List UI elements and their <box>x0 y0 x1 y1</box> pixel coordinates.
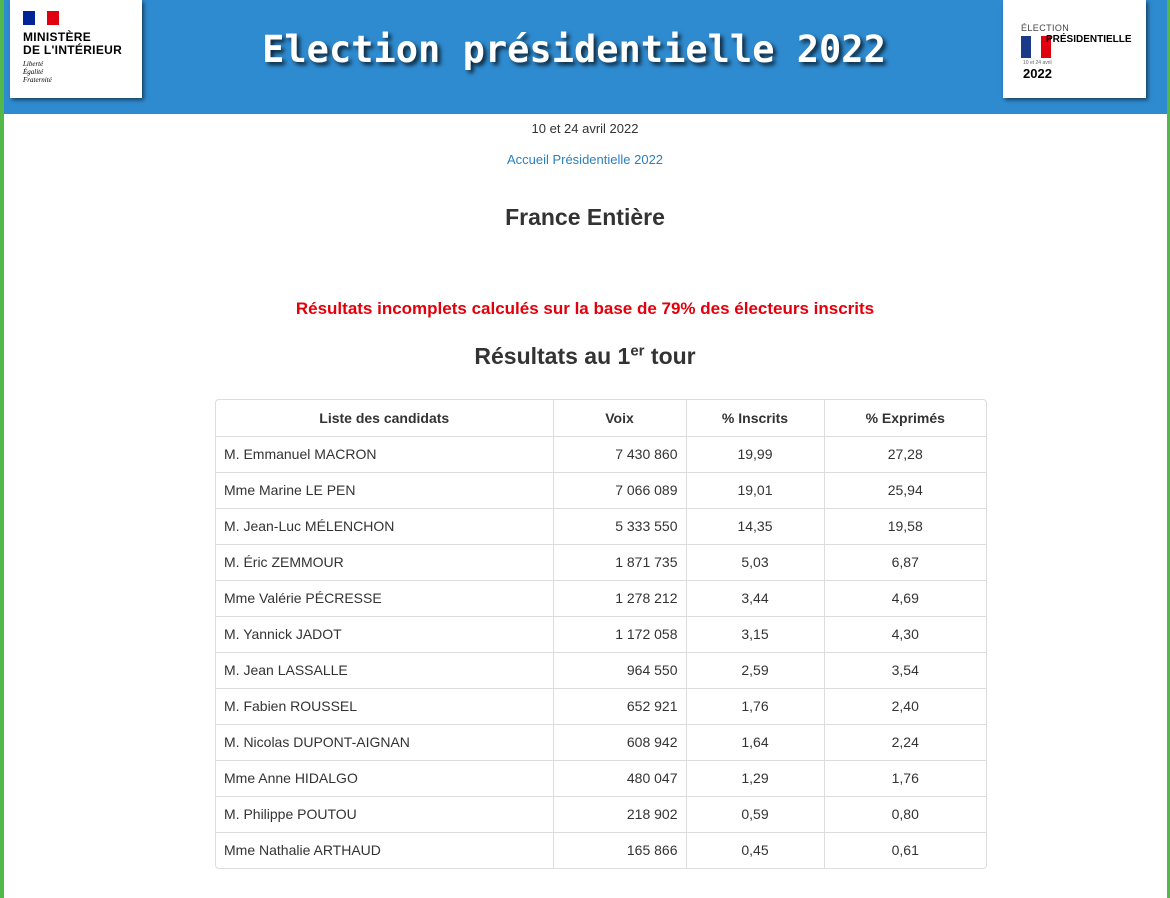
french-flag-icon <box>1021 36 1051 58</box>
ministry-name-line2: DE L'INTÉRIEUR <box>23 43 123 57</box>
round-title-pre: Résultats au 1 <box>474 343 631 369</box>
candidate-name: M. Philippe POUTOU <box>216 795 554 832</box>
ministry-name-line1: MINISTÈRE <box>23 30 92 44</box>
round-title: Résultats au 1er tour <box>0 343 1170 370</box>
candidate-votes: 608 942 <box>553 723 687 760</box>
table-header-row: Liste des candidats Voix % Inscrits % Ex… <box>216 400 986 436</box>
candidate-pct-registered: 0,59 <box>686 795 825 832</box>
candidate-name: Mme Valérie PÉCRESSE <box>216 579 554 616</box>
candidate-name: M. Jean-Luc MÉLENCHON <box>216 507 554 544</box>
ministry-logo[interactable]: MINISTÈRE DE L'INTÉRIEUR Liberté Égalité… <box>10 0 142 98</box>
table-row: Mme Nathalie ARTHAUD 165 866 0,45 0,61 <box>216 831 986 868</box>
table-row: M. Philippe POUTOU 218 902 0,59 0,80 <box>216 795 986 832</box>
candidate-votes: 1 172 058 <box>553 615 687 652</box>
candidate-name: M. Yannick JADOT <box>216 615 554 652</box>
candidate-votes: 1 278 212 <box>553 579 687 616</box>
candidate-name: Mme Nathalie ARTHAUD <box>216 831 554 868</box>
candidate-pct-registered: 19,99 <box>686 435 825 472</box>
candidate-pct-expressed: 1,76 <box>824 759 986 796</box>
candidate-votes: 5 333 550 <box>553 507 687 544</box>
election-logo-line1: ÉLECTION <box>1021 23 1070 33</box>
candidate-pct-registered: 0,45 <box>686 831 825 868</box>
candidate-pct-expressed: 0,80 <box>824 795 986 832</box>
table-row: M. Jean LASSALLE 964 550 2,59 3,54 <box>216 651 986 688</box>
incomplete-results-warning: Résultats incomplets calculés sur la bas… <box>295 299 875 318</box>
election-dates: 10 et 24 avril 2022 <box>531 121 639 136</box>
candidate-pct-expressed: 6,87 <box>824 543 986 580</box>
candidate-pct-registered: 1,64 <box>686 723 825 760</box>
candidate-pct-expressed: 0,61 <box>824 831 986 868</box>
results-table-container: Liste des candidats Voix % Inscrits % Ex… <box>215 399 987 869</box>
header-candidates: Liste des candidats <box>216 400 554 436</box>
candidate-pct-expressed: 2,40 <box>824 687 986 724</box>
candidate-votes: 652 921 <box>553 687 687 724</box>
election-logo[interactable]: ÉLECTION PRÉSIDENTIELLE 10 et 24 avril 2… <box>1003 0 1146 98</box>
home-link[interactable]: Accueil Présidentielle 2022 <box>506 152 664 167</box>
round-title-post: tour <box>644 343 696 369</box>
candidate-name: M. Nicolas DUPONT-AIGNAN <box>216 723 554 760</box>
table-row: M. Emmanuel MACRON 7 430 860 19,99 27,28 <box>216 435 986 472</box>
election-logo-year: 2022 <box>1023 66 1052 81</box>
area-title: France Entière <box>505 204 665 230</box>
motto-fraternite: Fraternité <box>23 76 52 84</box>
candidate-votes: 1 871 735 <box>553 543 687 580</box>
table-row: Mme Valérie PÉCRESSE 1 278 212 3,44 4,69 <box>216 579 986 616</box>
header-pct-registered: % Inscrits <box>686 400 825 436</box>
candidate-name: Mme Marine LE PEN <box>216 471 554 508</box>
results-table: Liste des candidats Voix % Inscrits % Ex… <box>216 400 986 868</box>
candidate-pct-registered: 1,76 <box>686 687 825 724</box>
table-row: M. Jean-Luc MÉLENCHON 5 333 550 14,35 19,58 <box>216 507 986 544</box>
table-row: M. Éric ZEMMOUR 1 871 735 5,03 6,87 <box>216 543 986 580</box>
candidate-name: M. Jean LASSALLE <box>216 651 554 688</box>
window-edge-right <box>1167 0 1170 898</box>
marianne-flag-icon <box>23 11 59 25</box>
candidate-name: M. Fabien ROUSSEL <box>216 687 554 724</box>
candidate-votes: 480 047 <box>553 759 687 796</box>
candidate-pct-expressed: 27,28 <box>824 435 986 472</box>
table-row: Mme Anne HIDALGO 480 047 1,29 1,76 <box>216 759 986 796</box>
election-logo-line2: PRÉSIDENTIELLE <box>1046 34 1132 45</box>
candidate-pct-expressed: 25,94 <box>824 471 986 508</box>
candidate-pct-expressed: 4,30 <box>824 615 986 652</box>
election-logo-dates: 10 et 24 avril <box>1023 60 1052 66</box>
candidate-pct-registered: 19,01 <box>686 471 825 508</box>
candidate-pct-registered: 2,59 <box>686 651 825 688</box>
candidate-name: M. Éric ZEMMOUR <box>216 543 554 580</box>
candidate-pct-expressed: 19,58 <box>824 507 986 544</box>
table-row: M. Yannick JADOT 1 172 058 3,15 4,30 <box>216 615 986 652</box>
candidate-votes: 218 902 <box>553 795 687 832</box>
candidate-votes: 7 066 089 <box>553 471 687 508</box>
page-title: Election présidentielle 2022 <box>262 28 886 71</box>
candidate-votes: 964 550 <box>553 651 687 688</box>
candidate-votes: 7 430 860 <box>553 435 687 472</box>
motto-liberte: Liberté <box>23 60 44 68</box>
header-pct-expressed: % Exprimés <box>865 409 945 426</box>
page-header: MINISTÈRE DE L'INTÉRIEUR Liberté Égalité… <box>4 0 1167 114</box>
round-title-sup: er <box>630 342 645 360</box>
table-row: M. Fabien ROUSSEL 652 921 1,76 2,40 <box>216 687 986 724</box>
candidate-name: M. Emmanuel MACRON <box>216 435 554 472</box>
table-row: Mme Marine LE PEN 7 066 089 19,01 25,94 <box>216 471 986 508</box>
motto-egalite: Égalité <box>23 68 44 76</box>
candidate-pct-registered: 3,15 <box>686 615 825 652</box>
candidate-pct-registered: 14,35 <box>686 507 825 544</box>
header-votes: Voix <box>553 400 687 436</box>
candidate-votes: 165 866 <box>553 831 687 868</box>
window-edge-left <box>0 0 4 898</box>
candidate-pct-registered: 1,29 <box>686 759 825 796</box>
home-link-wrapper: Accueil Présidentielle 2022 <box>0 151 1170 169</box>
table-row: M. Nicolas DUPONT-AIGNAN 608 942 1,64 2,24 <box>216 723 986 760</box>
candidate-pct-expressed: 2,24 <box>824 723 986 760</box>
candidate-pct-expressed: 4,69 <box>824 579 986 616</box>
candidate-pct-expressed: 3,54 <box>824 651 986 688</box>
candidate-name: Mme Anne HIDALGO <box>216 759 554 796</box>
candidate-pct-registered: 3,44 <box>686 579 825 616</box>
candidate-pct-registered: 5,03 <box>686 543 825 580</box>
